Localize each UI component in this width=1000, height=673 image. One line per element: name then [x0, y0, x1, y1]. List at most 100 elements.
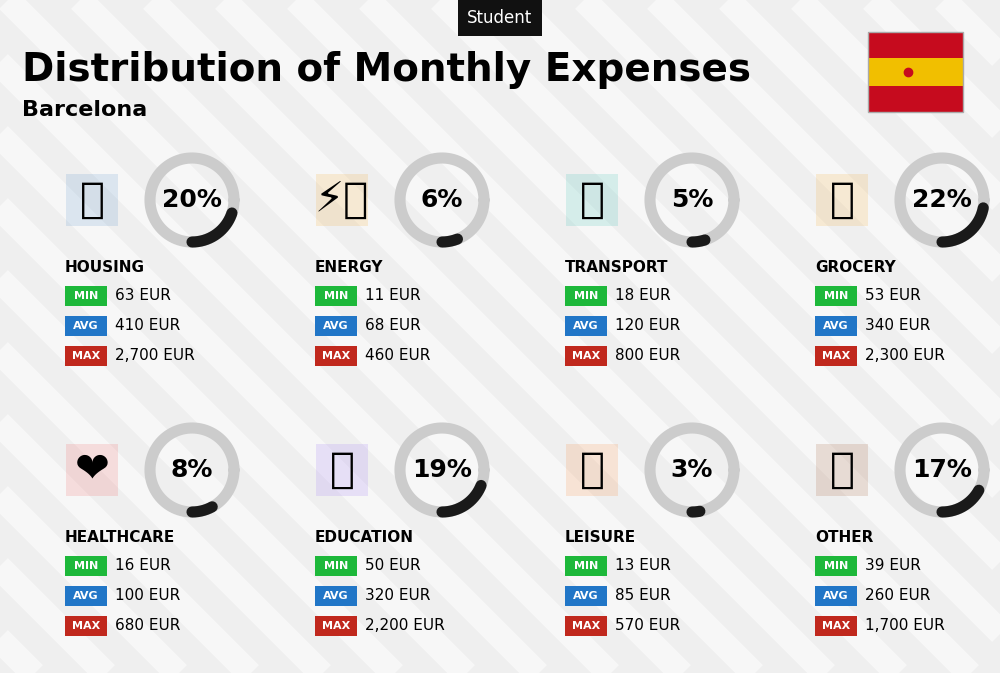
Text: 👜: 👜: [830, 449, 854, 491]
Bar: [566, 444, 618, 496]
Text: 13 EUR: 13 EUR: [615, 559, 671, 573]
Text: 320 EUR: 320 EUR: [365, 588, 430, 604]
Text: MAX: MAX: [72, 351, 100, 361]
Text: Barcelona: Barcelona: [22, 100, 147, 120]
Bar: [815, 286, 857, 306]
Text: ENERGY: ENERGY: [315, 260, 384, 275]
Text: MAX: MAX: [72, 621, 100, 631]
Bar: [315, 346, 357, 366]
Text: 16 EUR: 16 EUR: [115, 559, 171, 573]
Text: MIN: MIN: [324, 291, 348, 301]
Text: GROCERY: GROCERY: [815, 260, 896, 275]
Bar: [815, 316, 857, 336]
Text: 340 EUR: 340 EUR: [865, 318, 930, 334]
Text: 68 EUR: 68 EUR: [365, 318, 421, 334]
Text: AVG: AVG: [573, 321, 599, 331]
Bar: [566, 174, 618, 226]
Text: 85 EUR: 85 EUR: [615, 588, 671, 604]
Text: 8%: 8%: [171, 458, 213, 482]
Text: 100 EUR: 100 EUR: [115, 588, 180, 604]
Text: 18 EUR: 18 EUR: [615, 289, 671, 304]
Text: 2,300 EUR: 2,300 EUR: [865, 349, 945, 363]
Text: 17%: 17%: [912, 458, 972, 482]
Bar: [868, 59, 963, 85]
Bar: [815, 586, 857, 606]
Text: 22%: 22%: [912, 188, 972, 212]
Text: 19%: 19%: [412, 458, 472, 482]
Text: MIN: MIN: [824, 561, 848, 571]
Text: 🛒: 🛒: [830, 179, 854, 221]
Text: MAX: MAX: [322, 621, 350, 631]
Bar: [315, 616, 357, 636]
Bar: [565, 616, 607, 636]
Bar: [565, 286, 607, 306]
Text: 120 EUR: 120 EUR: [615, 318, 680, 334]
Bar: [868, 32, 963, 112]
Bar: [816, 444, 868, 496]
Text: ⚡🏠: ⚡🏠: [315, 179, 369, 221]
Text: 2,700 EUR: 2,700 EUR: [115, 349, 195, 363]
Bar: [65, 286, 107, 306]
Text: MAX: MAX: [572, 351, 600, 361]
Bar: [316, 444, 368, 496]
Text: AVG: AVG: [323, 321, 349, 331]
Text: 800 EUR: 800 EUR: [615, 349, 680, 363]
Text: 2,200 EUR: 2,200 EUR: [365, 618, 445, 633]
Bar: [815, 616, 857, 636]
Text: 6%: 6%: [421, 188, 463, 212]
Text: Distribution of Monthly Expenses: Distribution of Monthly Expenses: [22, 51, 751, 89]
Bar: [315, 316, 357, 336]
Text: 460 EUR: 460 EUR: [365, 349, 430, 363]
Text: AVG: AVG: [323, 591, 349, 601]
Bar: [815, 346, 857, 366]
Text: EDUCATION: EDUCATION: [315, 530, 414, 546]
Text: 50 EUR: 50 EUR: [365, 559, 421, 573]
Text: TRANSPORT: TRANSPORT: [565, 260, 668, 275]
Bar: [65, 346, 107, 366]
Text: 20%: 20%: [162, 188, 222, 212]
Text: 🚌: 🚌: [580, 179, 604, 221]
Text: ❤️: ❤️: [75, 449, 109, 491]
Text: MIN: MIN: [324, 561, 348, 571]
Bar: [565, 346, 607, 366]
Bar: [315, 286, 357, 306]
Text: 🎓: 🎓: [330, 449, 354, 491]
Bar: [868, 85, 963, 112]
Text: MAX: MAX: [572, 621, 600, 631]
Bar: [565, 316, 607, 336]
Text: MAX: MAX: [322, 351, 350, 361]
Bar: [65, 616, 107, 636]
Text: HOUSING: HOUSING: [65, 260, 145, 275]
Text: OTHER: OTHER: [815, 530, 873, 546]
Text: MIN: MIN: [74, 291, 98, 301]
Text: MAX: MAX: [822, 351, 850, 361]
Text: AVG: AVG: [823, 321, 849, 331]
Bar: [816, 174, 868, 226]
Text: MIN: MIN: [74, 561, 98, 571]
Bar: [565, 586, 607, 606]
Text: MIN: MIN: [574, 561, 598, 571]
Text: 1,700 EUR: 1,700 EUR: [865, 618, 945, 633]
Bar: [868, 32, 963, 59]
Text: MAX: MAX: [822, 621, 850, 631]
Text: 680 EUR: 680 EUR: [115, 618, 180, 633]
Bar: [66, 444, 118, 496]
Bar: [65, 556, 107, 576]
Text: AVG: AVG: [573, 591, 599, 601]
Bar: [65, 586, 107, 606]
Bar: [565, 556, 607, 576]
Text: AVG: AVG: [823, 591, 849, 601]
Text: AVG: AVG: [73, 321, 99, 331]
Bar: [65, 316, 107, 336]
Text: Student: Student: [467, 9, 533, 27]
Text: 410 EUR: 410 EUR: [115, 318, 180, 334]
Text: HEALTHCARE: HEALTHCARE: [65, 530, 175, 546]
Text: 11 EUR: 11 EUR: [365, 289, 421, 304]
Text: MIN: MIN: [574, 291, 598, 301]
Text: 3%: 3%: [671, 458, 713, 482]
Text: 5%: 5%: [671, 188, 713, 212]
Bar: [315, 556, 357, 576]
Text: 39 EUR: 39 EUR: [865, 559, 921, 573]
Text: 53 EUR: 53 EUR: [865, 289, 921, 304]
Bar: [315, 586, 357, 606]
